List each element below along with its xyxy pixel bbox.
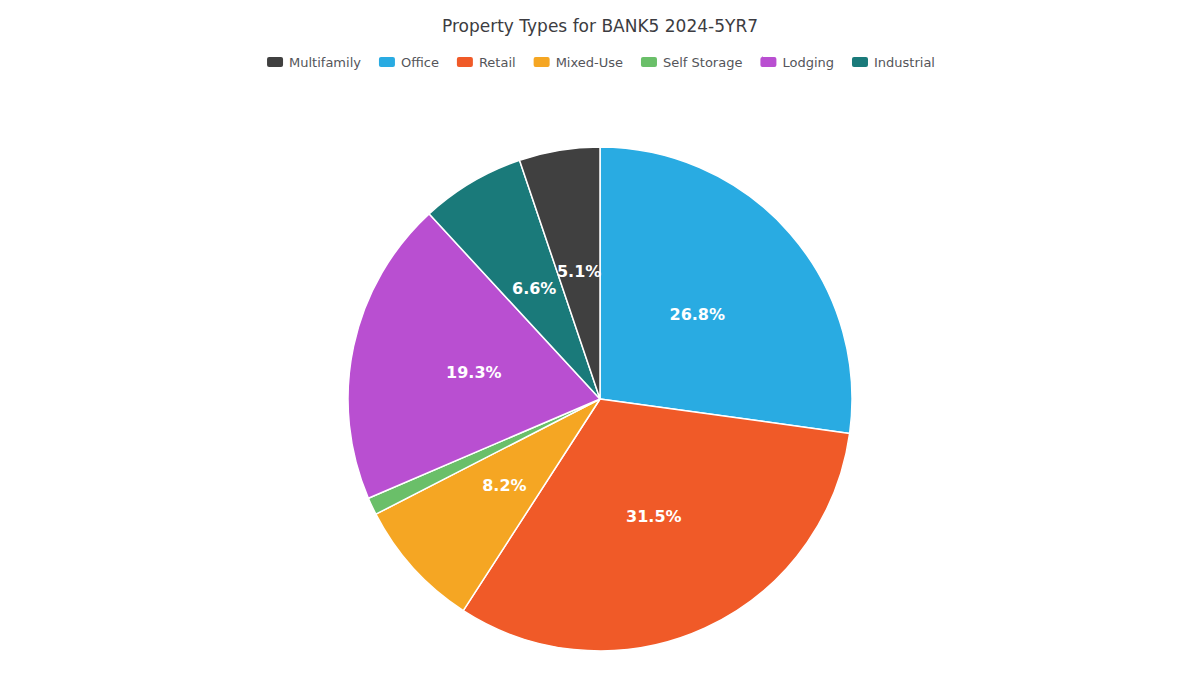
svg-text:Industrial: Industrial xyxy=(874,55,935,70)
svg-text:Office: Office xyxy=(401,55,439,70)
svg-text:26.8%: 26.8% xyxy=(669,305,725,324)
svg-text:31.5%: 31.5% xyxy=(626,507,682,526)
svg-text:Retail: Retail xyxy=(479,55,516,70)
svg-text:5.1%: 5.1% xyxy=(557,262,601,281)
svg-text:Multifamily: Multifamily xyxy=(289,55,361,70)
svg-text:6.6%: 6.6% xyxy=(512,279,556,298)
svg-text:Property Types for BANK5 2024-: Property Types for BANK5 2024-5YR7 xyxy=(442,16,758,36)
svg-text:19.3%: 19.3% xyxy=(446,363,502,382)
svg-text:Mixed-Use: Mixed-Use xyxy=(556,55,623,70)
svg-text:Lodging: Lodging xyxy=(782,55,834,70)
svg-text:Self Storage: Self Storage xyxy=(663,55,742,70)
svg-text:8.2%: 8.2% xyxy=(482,476,526,495)
